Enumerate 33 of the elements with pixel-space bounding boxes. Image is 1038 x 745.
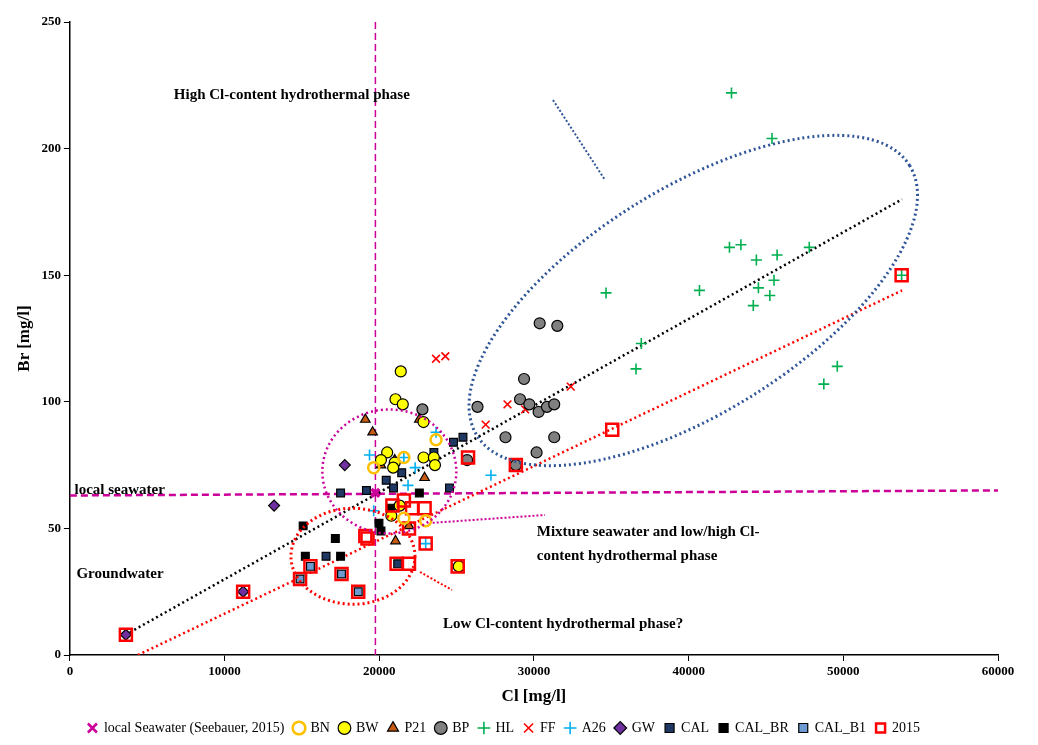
legend-label: CAL_B1 — [814, 719, 867, 735]
legend-label: CAL_BR — [735, 719, 790, 735]
x-tick-label: 20000 — [363, 663, 396, 679]
y-tick-label: 0 — [54, 646, 61, 662]
x-tick-label: 40000 — [672, 663, 705, 679]
legend-label: CAL — [681, 719, 710, 735]
legend-label: BN — [310, 719, 330, 735]
legend-label: A26 — [581, 719, 606, 735]
y-tick-label: 150 — [41, 266, 61, 282]
y-tick-label: 100 — [41, 393, 61, 409]
legend-label: BW — [355, 719, 380, 735]
x-tick-label: 50000 — [827, 663, 860, 679]
legend-label: FF — [540, 719, 556, 735]
y-tick-label: 50 — [47, 519, 61, 535]
legend-label: local Seawater (Seebauer, 2015) — [103, 719, 285, 736]
annotation: Low Cl-content hydrothermal phase? — [443, 615, 684, 632]
annotation: High Cl-content hydrothermal phase — [173, 85, 411, 102]
legend-label: GW — [631, 719, 656, 735]
x-tick-label: 10000 — [208, 663, 241, 679]
annotation: local seawater — [74, 481, 166, 498]
legend-label: HL — [495, 719, 515, 735]
x-tick-label: 60000 — [981, 663, 1015, 679]
y-tick-label: 200 — [41, 139, 61, 155]
x-tick-label: 0 — [66, 663, 74, 679]
annotation: Mixture seawater and low/high Cl- content hydrothermal phase — [536, 523, 760, 564]
x-axis-title: Cl [mg/l] — [501, 686, 567, 706]
y-tick-label: 250 — [41, 13, 61, 29]
annotation: Groundwater — [76, 565, 164, 582]
legend-label: P21 — [404, 719, 427, 735]
y-axis-title: Br [mg/l] — [13, 305, 33, 372]
x-tick-label: 30000 — [517, 663, 551, 679]
legend-label: 2015 — [892, 719, 921, 735]
legend-label: BP — [452, 719, 470, 735]
